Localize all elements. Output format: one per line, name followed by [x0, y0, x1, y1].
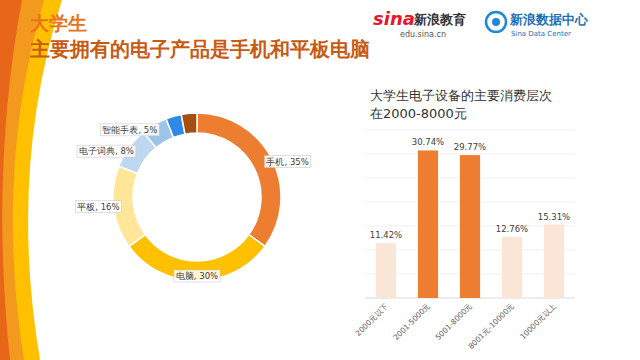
label-box	[75, 201, 121, 213]
bar	[418, 150, 438, 298]
data-label: 电子词典, 8%	[79, 146, 134, 156]
x-tick-label: 2001-5000元	[391, 301, 432, 342]
logo-url: edu.sina.cn	[400, 30, 446, 39]
donut-slice	[181, 113, 197, 134]
grid-line	[365, 154, 575, 155]
label-box	[174, 270, 220, 282]
data-label: 30.74%	[412, 137, 444, 147]
logo-name: 新浪教育	[413, 12, 466, 27]
data-label: 电脑, 30%	[176, 271, 218, 281]
data-label: 15.31%	[538, 212, 570, 222]
logo-icon	[486, 12, 506, 32]
bar	[460, 155, 480, 298]
background	[0, 0, 640, 360]
page: {"header": {"title_line1": "大学生", "title…	[0, 0, 640, 360]
label-box	[100, 124, 159, 136]
chart-title: 大学生电子设备的主要消费层次在2000-8000元	[370, 88, 552, 121]
data-label: 手机, 35%	[266, 157, 308, 167]
data-label: 平板, 16%	[77, 202, 119, 212]
data-label: 29.77%	[454, 142, 486, 152]
label-box	[77, 145, 136, 157]
grid-line	[365, 130, 575, 131]
donut-chart	[113, 113, 281, 281]
label-box	[264, 156, 310, 168]
logo-name: 新浪数据中心	[509, 12, 589, 27]
donut-slice	[197, 113, 281, 246]
logo-icon	[492, 18, 500, 26]
bars	[376, 150, 564, 298]
decor-band	[0, 0, 22, 360]
slide: 大学生主要拥有的电子产品是手机和平板电脑sina新浪教育 edu.sina.cn 新…	[0, 0, 640, 360]
donut-slice	[129, 235, 265, 281]
data-label: 11.42%	[370, 230, 402, 240]
logo-brand: sina	[373, 8, 415, 29]
title: 大学生	[30, 12, 87, 34]
title: 主要拥有的电子产品是手机和平板电脑	[29, 37, 370, 61]
donut-labels: 手机, 35% 电脑, 30% 平板, 16% 电子词典, 8% 智能手表, 5%	[75, 124, 310, 282]
chart-title-line: 在2000-8000元	[370, 106, 467, 121]
x-tick-label: 2000元以下	[354, 301, 391, 338]
data-label: 智能手表, 5%	[102, 125, 157, 135]
data-label: 12.76%	[496, 224, 528, 234]
bar	[544, 225, 564, 298]
x-tick-label: 5001-8000元	[433, 301, 474, 342]
chart-title-line: 大学生电子设备的主要消费层次	[370, 88, 552, 103]
bar-chart: 大学生电子设备的主要消费层次在2000-8000元 11.42% 30.74% 29.…	[354, 88, 575, 351]
bar	[502, 237, 522, 298]
x-tick-label: 8001元-10000元	[466, 301, 516, 351]
logo-sub: Sina Data Center	[511, 30, 571, 38]
x-tick-label: 10000元以上	[518, 301, 558, 341]
bar	[376, 243, 396, 298]
